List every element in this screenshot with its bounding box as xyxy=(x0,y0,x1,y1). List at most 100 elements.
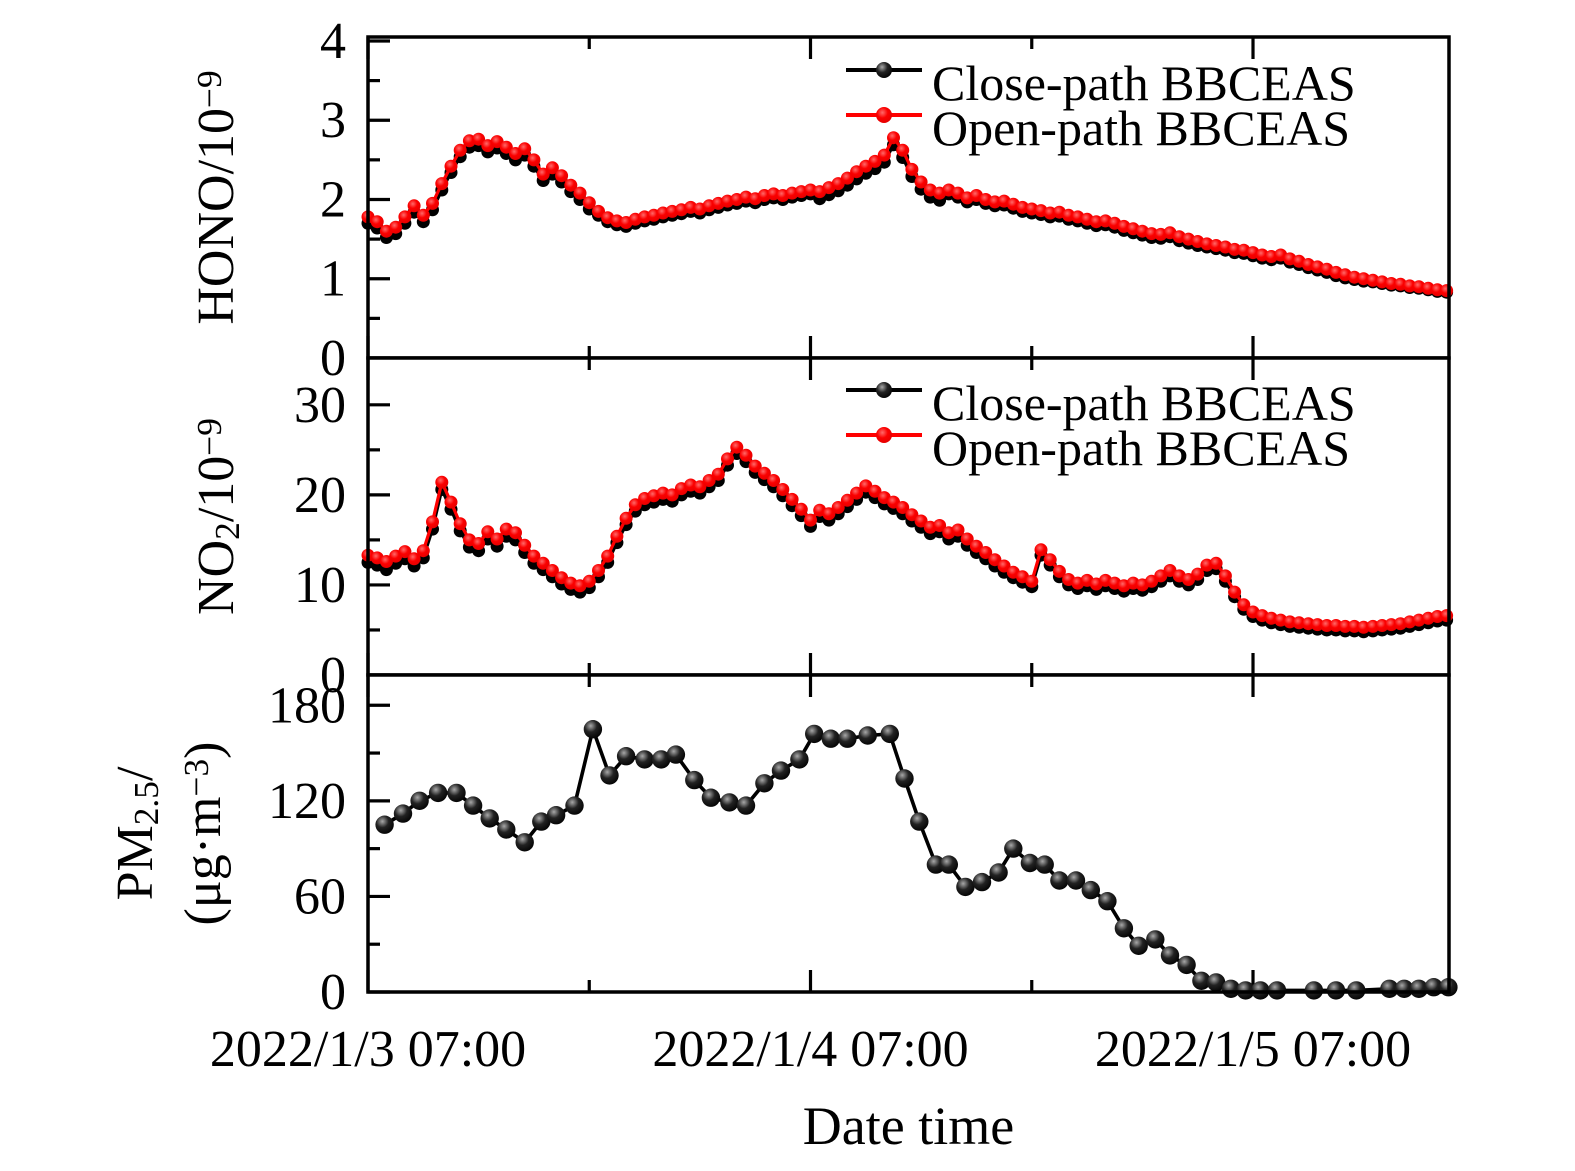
legend-marker-dot xyxy=(876,382,892,398)
y-tick-label: 2 xyxy=(320,171,346,228)
data-point xyxy=(389,220,403,234)
legend-marker-dot xyxy=(876,107,892,123)
data-point xyxy=(410,791,429,810)
y-tick-label: 0 xyxy=(320,330,346,387)
data-point xyxy=(453,517,467,531)
data-point xyxy=(665,488,679,502)
data-point xyxy=(721,452,734,466)
data-point xyxy=(905,162,919,176)
data-point xyxy=(472,132,486,146)
data-point xyxy=(619,511,633,525)
data-point xyxy=(583,720,603,739)
data-point xyxy=(739,448,753,462)
data-point xyxy=(1098,892,1117,911)
y-tick-label: 180 xyxy=(268,677,346,734)
data-point xyxy=(701,788,721,807)
data-point xyxy=(592,564,605,577)
data-point xyxy=(880,724,899,744)
data-point xyxy=(757,466,771,480)
y-tick-label: 4 xyxy=(320,13,346,70)
data-point xyxy=(989,863,1008,882)
data-point xyxy=(527,549,541,563)
data-point xyxy=(933,519,947,532)
data-point xyxy=(628,498,642,512)
data-point xyxy=(685,770,704,790)
data-point xyxy=(1237,598,1251,612)
data-point xyxy=(997,559,1011,573)
data-point xyxy=(610,529,624,543)
data-point xyxy=(822,507,836,521)
y-tick-label: 1 xyxy=(320,251,346,308)
data-point xyxy=(518,142,532,156)
data-point xyxy=(693,480,707,494)
data-point xyxy=(969,539,983,553)
data-point xyxy=(1146,930,1165,949)
data-point xyxy=(509,526,522,540)
data-point xyxy=(1114,919,1134,938)
data-point xyxy=(1440,284,1454,298)
data-point xyxy=(905,508,919,522)
data-point xyxy=(398,545,412,559)
data-point xyxy=(831,501,845,514)
data-point xyxy=(481,525,495,539)
data-point xyxy=(914,175,928,189)
data-point xyxy=(868,484,882,498)
legend-entry: Open-path BBCEAS xyxy=(846,100,1350,156)
data-point xyxy=(887,131,900,145)
data-point xyxy=(600,766,619,785)
open-path-series xyxy=(361,440,1454,634)
data-point xyxy=(804,513,817,527)
hono-panel: 0 1 2 3 4 HONO/10−9 Close-path BBCEASOpen-path… xyxy=(188,13,1454,387)
data-point xyxy=(776,483,790,496)
data-point xyxy=(939,855,958,874)
y-tick-label: 20 xyxy=(294,467,346,524)
data-point xyxy=(1160,946,1180,965)
data-point xyxy=(393,804,413,823)
data-point xyxy=(499,140,513,154)
data-point xyxy=(767,474,781,487)
data-point xyxy=(564,178,578,192)
data-point xyxy=(910,812,929,831)
data-point xyxy=(1209,556,1223,570)
data-point xyxy=(805,724,824,744)
data-point xyxy=(896,143,910,157)
data-point xyxy=(730,440,744,454)
data-point xyxy=(1052,564,1066,578)
data-point xyxy=(497,820,516,839)
data-point xyxy=(532,812,551,831)
data-point xyxy=(480,809,499,828)
data-point xyxy=(838,729,857,748)
data-point xyxy=(988,553,1002,567)
data-point xyxy=(375,815,394,834)
y-axis-label: NO2/10−9 xyxy=(188,418,247,615)
data-point xyxy=(582,196,596,210)
data-point xyxy=(555,169,569,183)
data-point xyxy=(771,761,791,780)
data-point xyxy=(840,493,854,507)
data-point xyxy=(435,475,449,489)
y-tick-label: 30 xyxy=(294,377,346,434)
data-point xyxy=(877,148,891,162)
y-tick-label: 0 xyxy=(320,964,346,1021)
data-point xyxy=(407,199,421,213)
data-point xyxy=(407,552,421,566)
data-point xyxy=(616,747,636,766)
data-point xyxy=(790,750,809,769)
y-tick-label: 3 xyxy=(320,92,346,149)
y-axis-label: (μg·m−3) xyxy=(175,742,232,926)
legend-marker-dot xyxy=(876,62,892,78)
data-point xyxy=(565,796,584,815)
data-point xyxy=(444,159,458,173)
data-point xyxy=(1025,574,1039,588)
data-point xyxy=(666,745,686,764)
data-point xyxy=(1034,543,1048,557)
data-point xyxy=(720,793,739,812)
data-point xyxy=(444,495,458,509)
no2-panel: 0 10 20 30 NO2/10−9 Close-path BBCEASOpen-pat… xyxy=(188,356,1454,704)
data-point xyxy=(840,171,854,185)
data-point xyxy=(1081,880,1101,900)
y-tick-label: 120 xyxy=(268,773,346,830)
data-point xyxy=(794,502,808,516)
data-point xyxy=(1020,853,1040,873)
